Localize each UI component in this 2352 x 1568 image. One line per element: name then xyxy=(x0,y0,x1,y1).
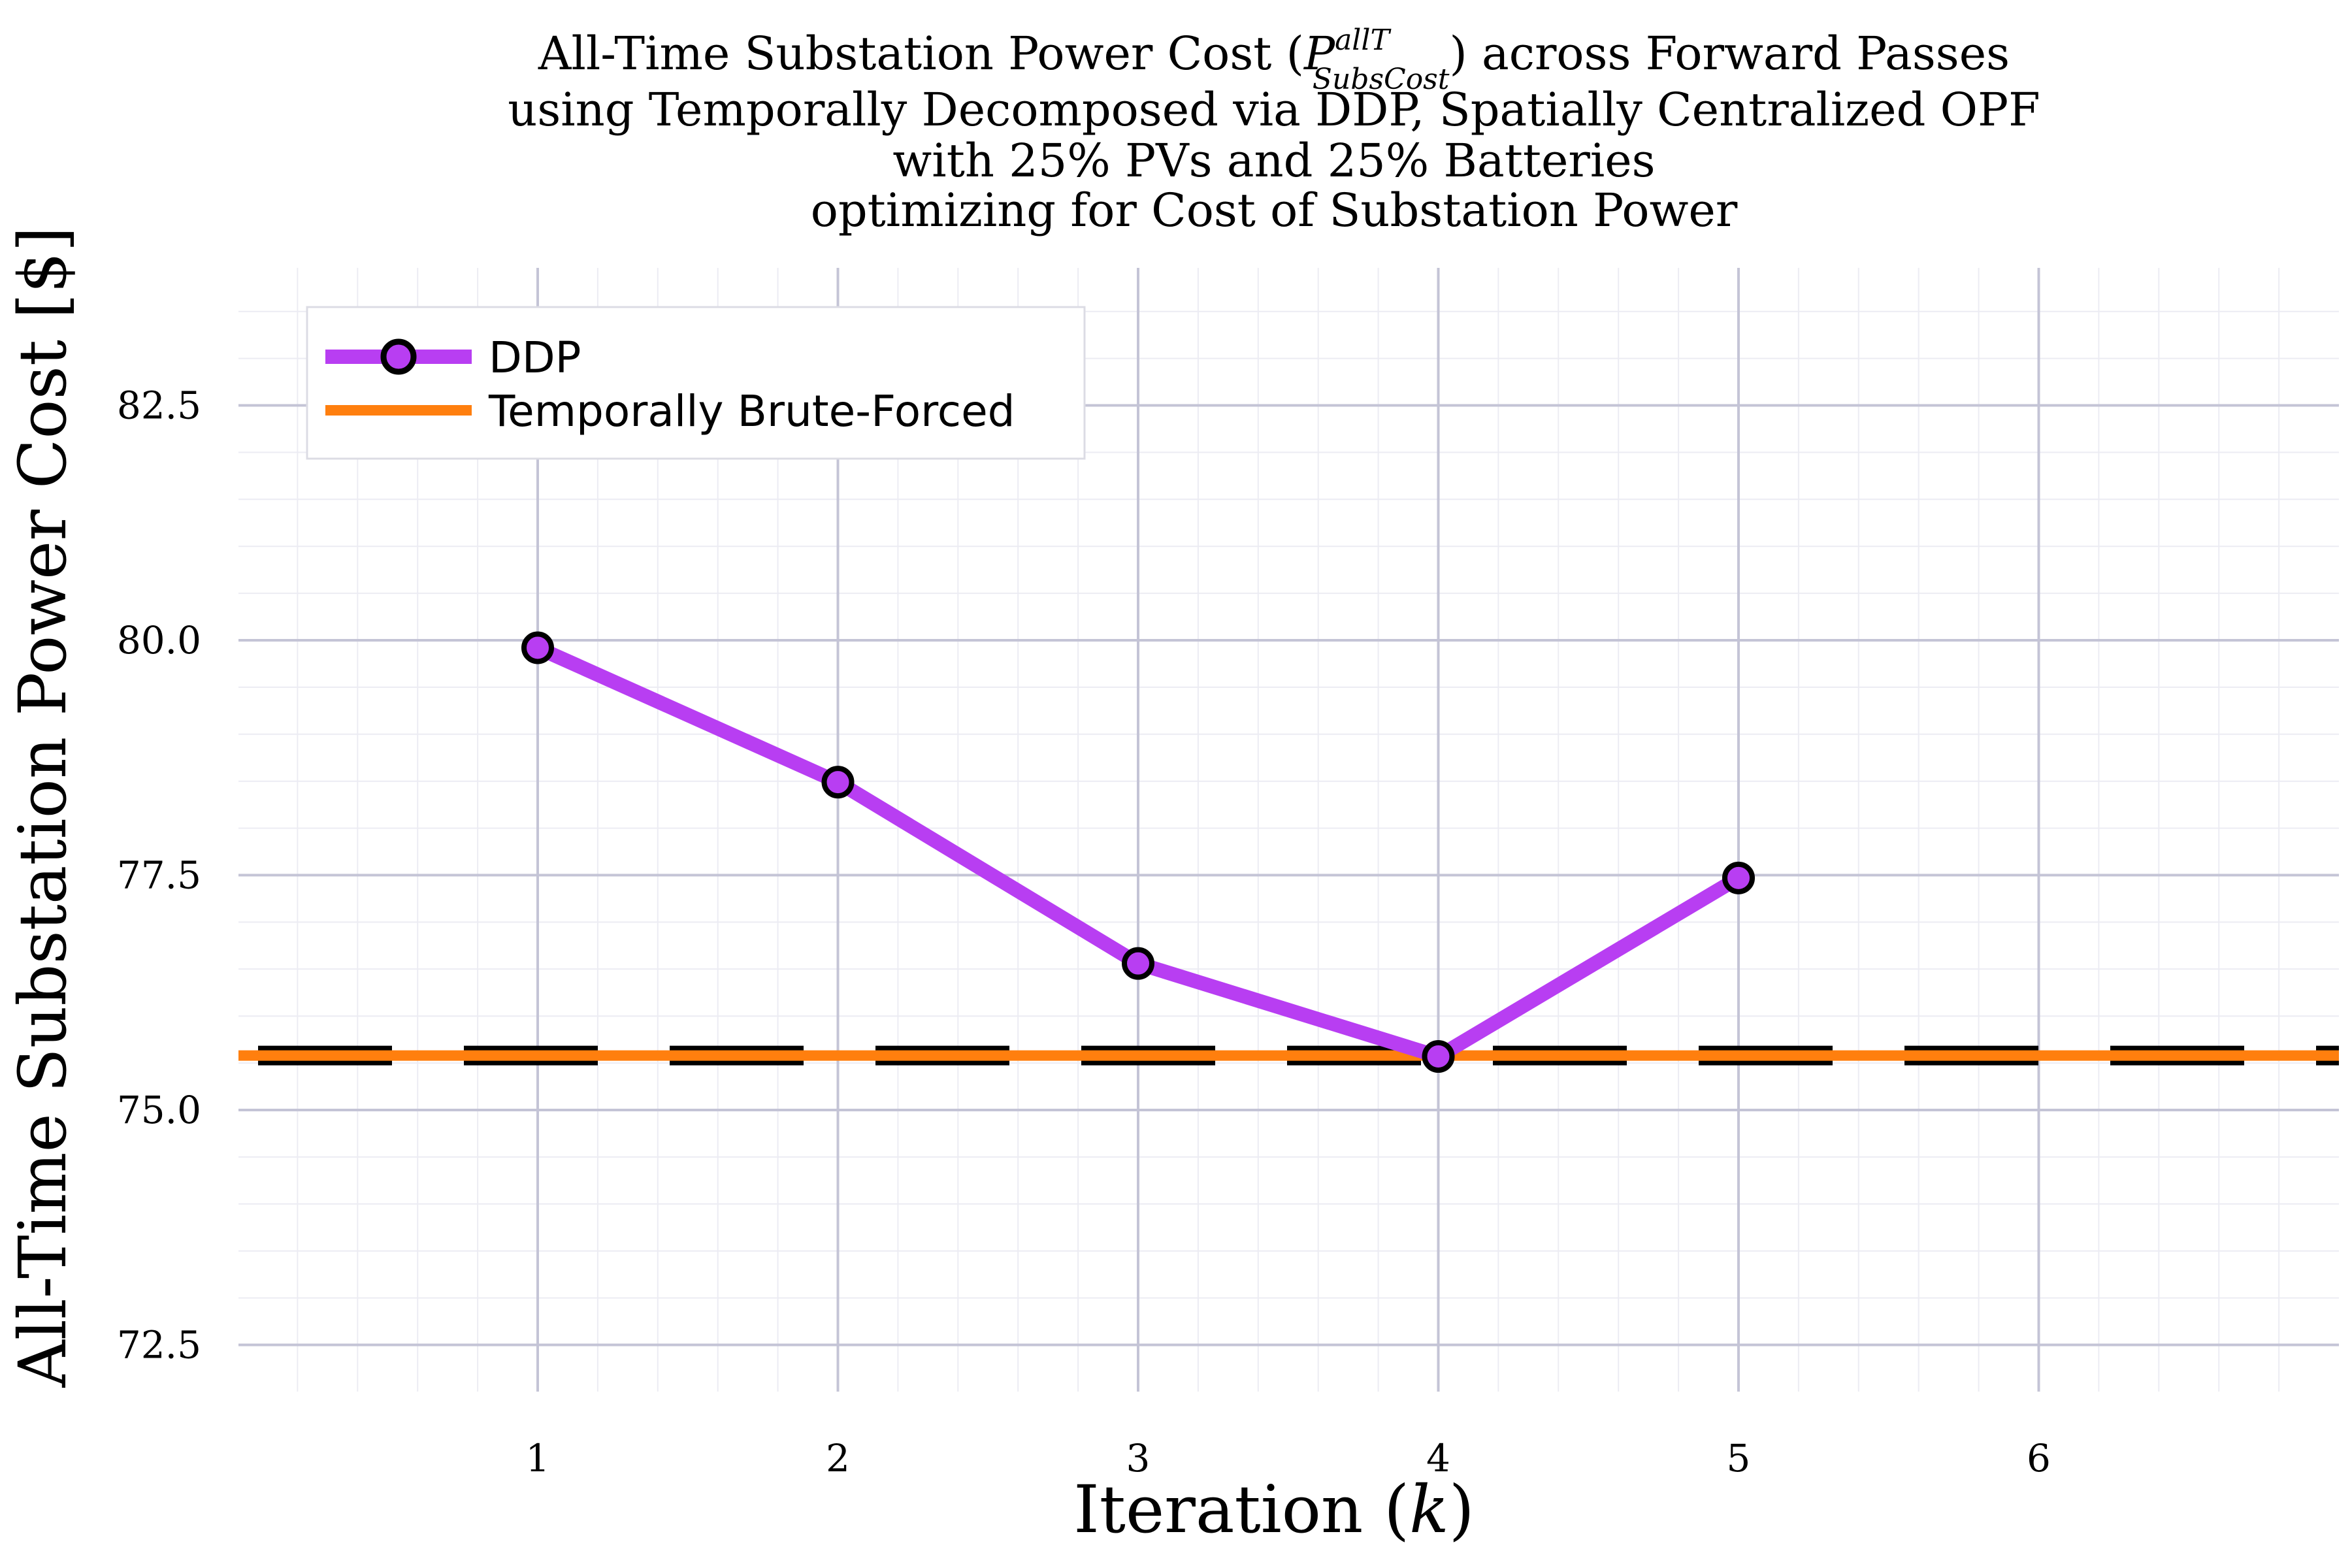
ddp-point xyxy=(1122,947,1154,980)
y-axis-label: All-Time Substation Power Cost [$] xyxy=(5,227,81,1388)
x-tick-label: 4 xyxy=(1426,1436,1450,1480)
legend-ddp-label: DDP xyxy=(489,333,581,383)
y-tick-label: 72.5 xyxy=(117,1323,201,1367)
legend-ddp-swatch-marker xyxy=(380,338,417,375)
ddp-point xyxy=(521,631,554,664)
x-tick-labels: 1 2 3 4 5 6 xyxy=(526,1436,2051,1480)
ddp-point xyxy=(821,766,855,799)
y-tick-label: 80.0 xyxy=(117,618,201,662)
ddp-point xyxy=(1422,1040,1455,1073)
title-line-1: All-Time Substation Power Cost (PallT Sub… xyxy=(538,24,2010,96)
x-tick-label: 2 xyxy=(826,1436,850,1480)
y-tick-labels: 72.5 75.0 77.5 80.0 82.5 xyxy=(117,384,201,1367)
x-tick-label: 3 xyxy=(1126,1436,1151,1480)
x-axis-label: Iteration (k) xyxy=(1073,1471,1475,1548)
x-tick-label: 5 xyxy=(1727,1436,1751,1480)
legend-brute-force-label: Temporally Brute-Forced xyxy=(488,386,1015,436)
title-line-4: optimizing for Cost of Substation Power xyxy=(811,184,1738,237)
title-line-2: using Temporally Decomposed via DDP, Spa… xyxy=(508,83,2040,137)
series-layer xyxy=(238,631,2339,1073)
ddp-point xyxy=(1722,861,1755,894)
y-tick-label: 82.5 xyxy=(117,384,201,428)
y-tick-label: 75.0 xyxy=(117,1088,201,1132)
y-tick-label: 77.5 xyxy=(117,853,201,898)
legend-box xyxy=(306,306,1086,460)
legend: DDP Temporally Brute-Forced xyxy=(306,306,1086,460)
chart-title: All-Time Substation Power Cost (PallT Sub… xyxy=(508,24,2040,237)
title-line-3: with 25% PVs and 25% Batteries xyxy=(892,134,1655,188)
x-tick-label: 6 xyxy=(2027,1436,2051,1480)
x-tick-label: 1 xyxy=(526,1436,550,1480)
